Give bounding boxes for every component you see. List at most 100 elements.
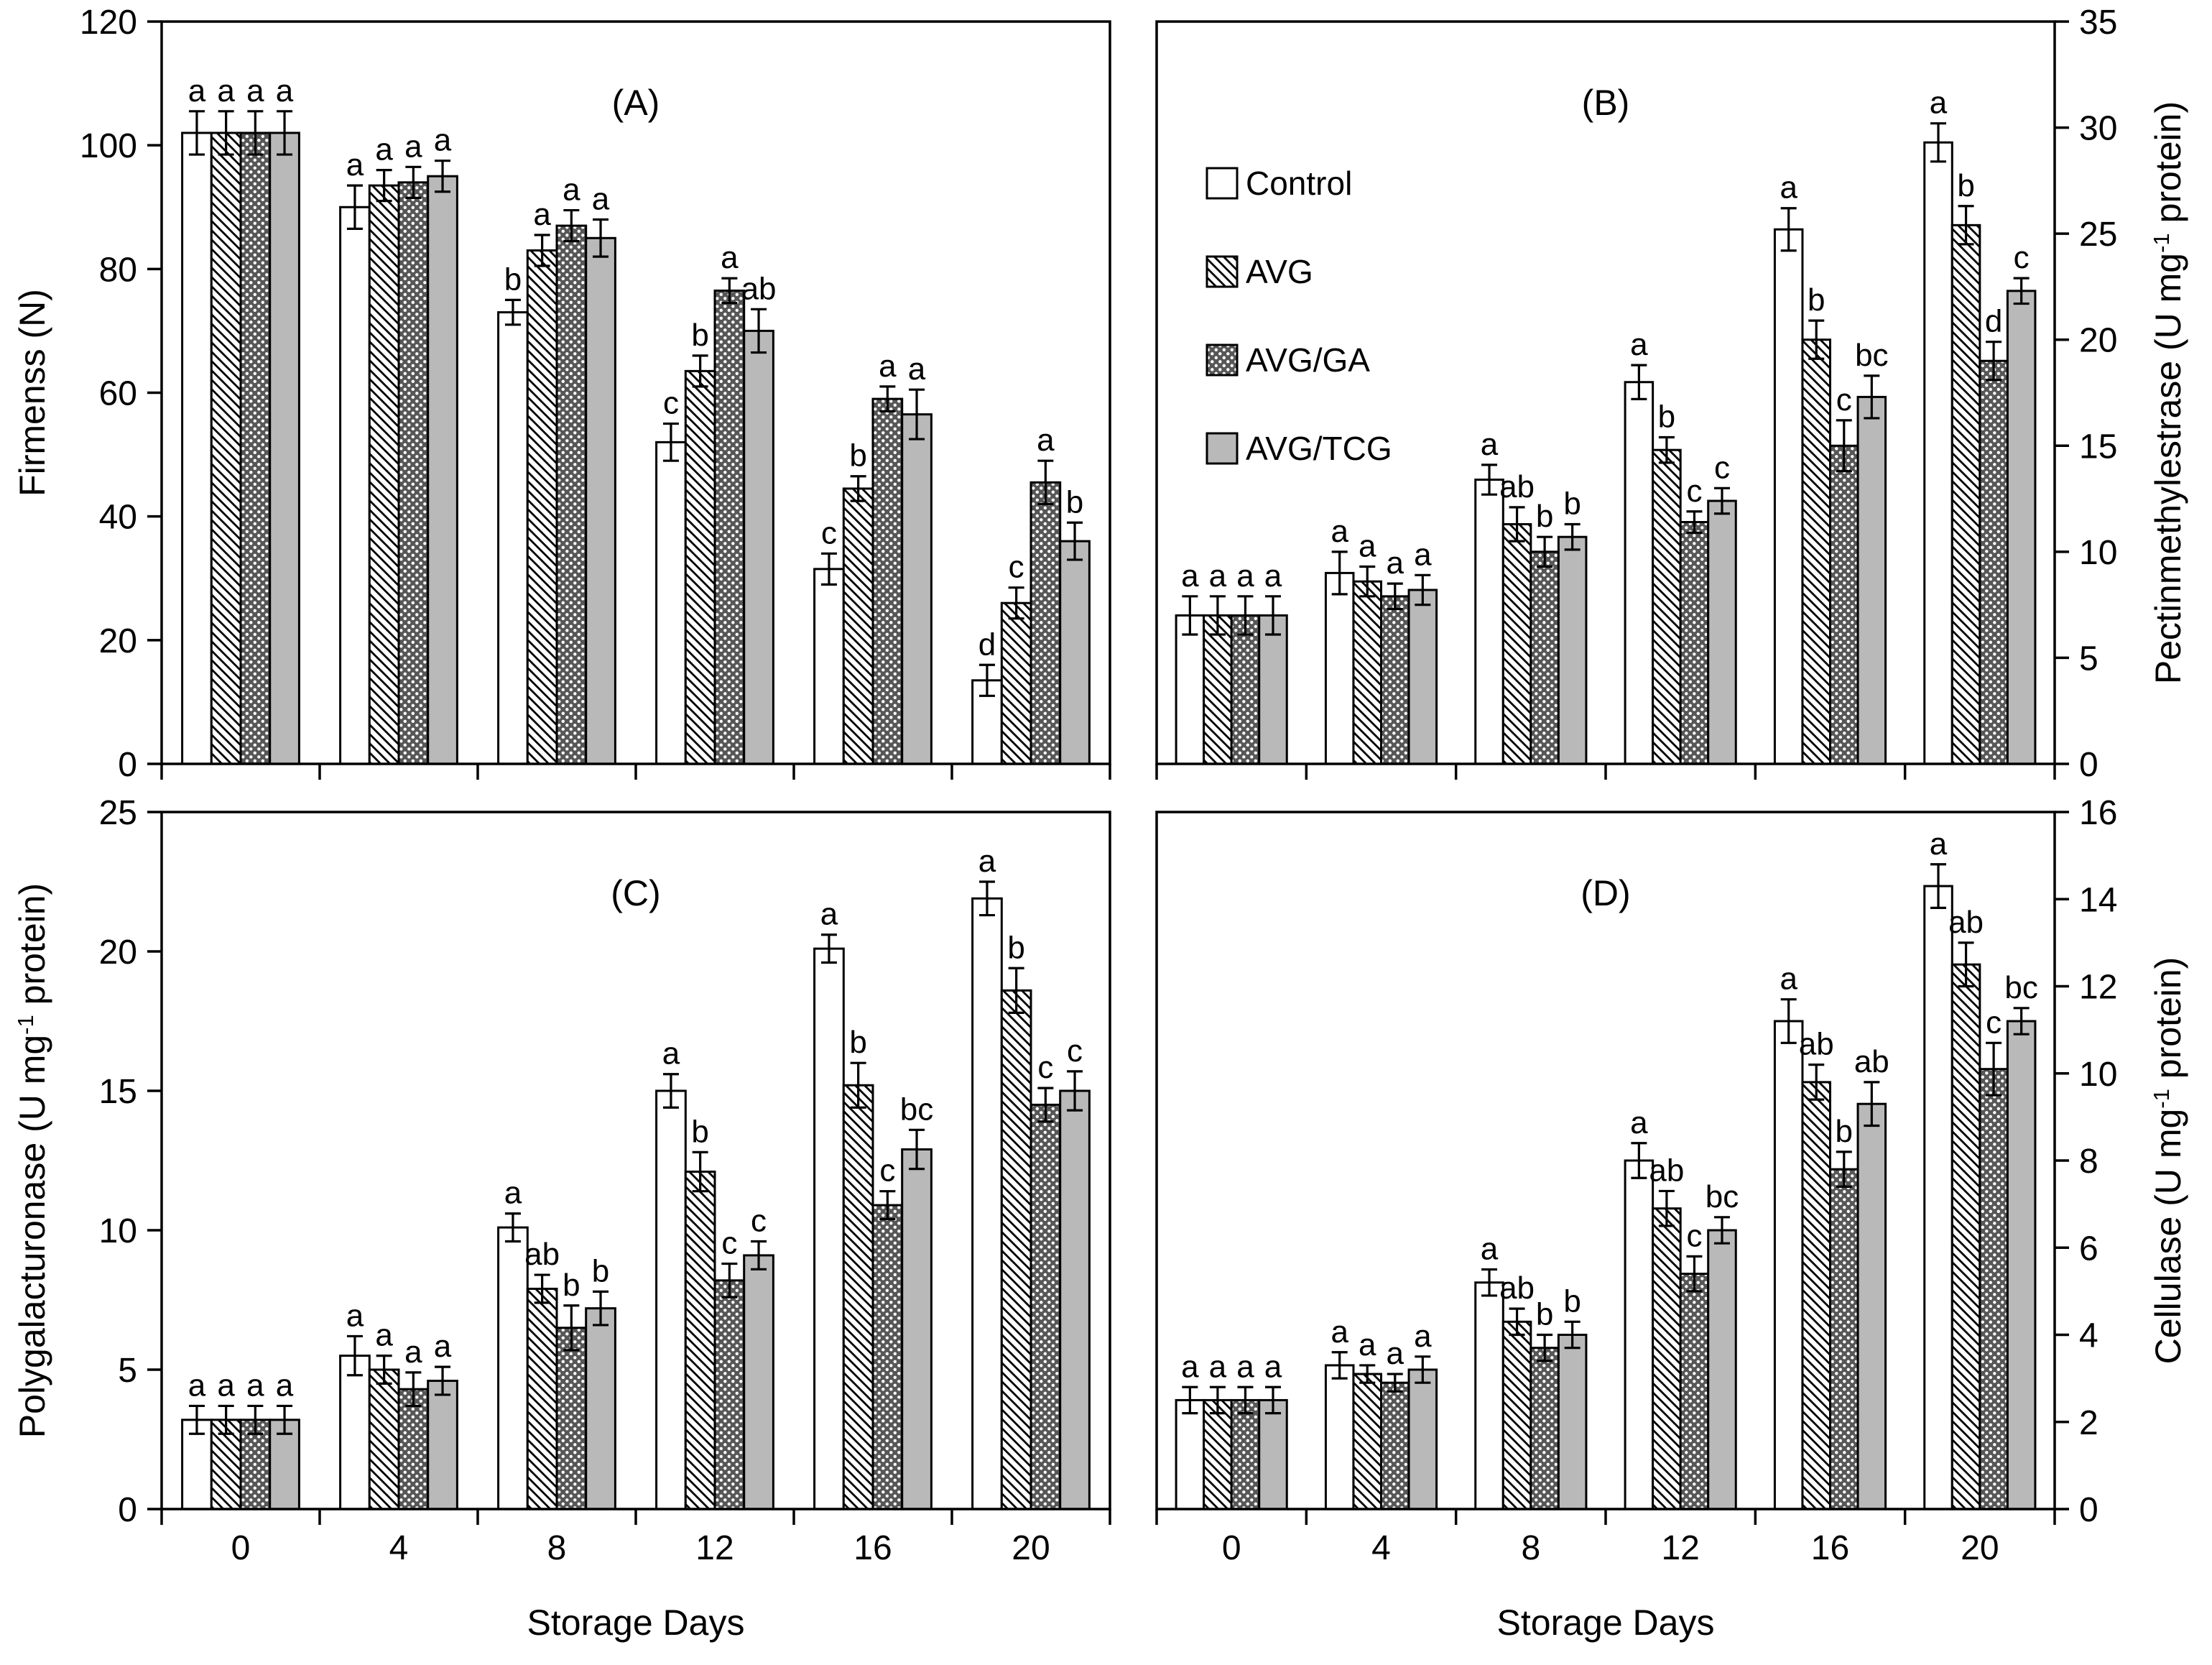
y-tick-label: 20 <box>2079 322 2117 360</box>
y-tick-label: 0 <box>118 1491 137 1529</box>
bar-avg-day16 <box>842 487 874 765</box>
y-tick-label: 15 <box>99 1073 137 1111</box>
sig-letter: a <box>346 147 364 183</box>
y-tick-label: 25 <box>2079 216 2117 254</box>
bar-avg-tcg-day4 <box>1407 1368 1438 1511</box>
sig-letter: a <box>217 1367 235 1403</box>
legend-swatch-white <box>1206 167 1239 200</box>
bar-control-day12 <box>1624 381 1655 765</box>
sig-letter: a <box>1331 1314 1348 1350</box>
sig-letter: a <box>375 132 393 167</box>
bar-avg-ga-day4 <box>1380 1381 1410 1511</box>
x-axis-title: Storage Days <box>1497 1602 1715 1643</box>
sig-letter: c <box>751 1204 767 1239</box>
panel-tag: (D) <box>1581 873 1630 913</box>
sig-letter: bc <box>1706 1179 1739 1214</box>
bar-control-day8 <box>1474 479 1504 765</box>
sig-letter: ab <box>1948 905 1984 940</box>
sig-letter: c <box>721 1226 737 1261</box>
sig-letter: b <box>592 1253 609 1288</box>
y-tick-label: 8 <box>2079 1143 2098 1181</box>
y-axis-title: Cellulase (U mg-1 protein) <box>2148 957 2188 1365</box>
sig-letter: b <box>1563 486 1581 521</box>
bar-avg-day16 <box>842 1084 874 1511</box>
bar-avg-ga-day16 <box>1829 444 1859 765</box>
bar-avg-day12 <box>684 369 716 765</box>
bar-avg-day8 <box>526 1287 558 1511</box>
legend-label: AVG/TCG <box>1246 430 1392 467</box>
sig-letter: b <box>1536 1297 1553 1332</box>
sig-letter: d <box>978 627 996 662</box>
bar-avg-tcg-day8 <box>585 236 616 765</box>
panel-tag: (A) <box>612 83 660 123</box>
sig-letter: a <box>246 73 264 109</box>
sig-letter: c <box>1009 550 1024 585</box>
sig-letter: a <box>1209 558 1227 594</box>
bar-avg-day12 <box>684 1171 716 1511</box>
bar-control-day16 <box>813 947 845 1511</box>
bar-avg-tcg-day0 <box>1258 614 1288 765</box>
bar-avg-day20 <box>1950 963 1981 1511</box>
bar-avg-ga-day8 <box>555 1327 588 1511</box>
bar-avg-ga-day16 <box>1829 1168 1859 1511</box>
y-tick-label: 12 <box>2079 969 2117 1007</box>
sig-letter: a <box>188 73 206 109</box>
sig-letter: a <box>1630 1105 1648 1140</box>
bar-avg-ga-day4 <box>397 181 430 765</box>
bar-avg-ga-day12 <box>1679 1273 1710 1511</box>
sig-letter: a <box>1414 537 1432 572</box>
y-tick-label: 10 <box>2079 534 2117 572</box>
bar-avg-day4 <box>368 184 400 765</box>
sig-letter: a <box>1930 86 1948 121</box>
y-axis-title: Polygalacturonase (U mg-1 protein) <box>12 883 52 1438</box>
sig-letter: c <box>1714 450 1730 485</box>
sig-letter: b <box>1658 399 1675 434</box>
bar-avg-tcg-day16 <box>901 413 933 765</box>
sig-letter: c <box>821 515 837 550</box>
bar-avg-ga-day20 <box>1979 359 2009 765</box>
legend-swatch-dark-dot-mesh <box>1206 343 1239 377</box>
plot-border <box>160 811 1111 1511</box>
bar-avg-day4 <box>368 1368 400 1511</box>
sig-letter: a <box>978 844 996 879</box>
sig-letter: a <box>1930 826 1948 862</box>
sig-letter: bc <box>1855 338 1888 373</box>
bar-avg-day8 <box>1501 522 1532 765</box>
sig-letter: b <box>563 1268 580 1303</box>
bar-control-day4 <box>339 206 371 765</box>
sig-letter: a <box>1387 1336 1405 1371</box>
sig-letter: ab <box>524 1237 560 1272</box>
y-tick-label: 60 <box>99 375 137 413</box>
bar-avg-day0 <box>210 132 242 765</box>
y-tick-label: 80 <box>99 251 137 289</box>
sig-letter: a <box>217 73 235 109</box>
sig-letter: b <box>1957 168 1974 203</box>
bar-avg-day12 <box>1652 1207 1682 1511</box>
bar-avg-tcg-day12 <box>743 1254 774 1511</box>
sig-letter: c <box>1986 1005 2002 1040</box>
x-tick-label: 12 <box>1661 1529 1699 1567</box>
sig-letter: b <box>691 318 708 353</box>
bar-avg-ga-day20 <box>1979 1068 2009 1511</box>
x-tick-label: 12 <box>695 1529 734 1567</box>
y-tick-label: 2 <box>2079 1404 2098 1442</box>
sig-letter: b <box>1836 1114 1853 1149</box>
sig-letter: a <box>276 1367 294 1403</box>
bar-avg-ga-day16 <box>871 397 904 765</box>
y-tick-label: 15 <box>2079 428 2117 466</box>
bar-control-day0 <box>181 132 213 765</box>
bar-avg-day8 <box>1501 1320 1532 1511</box>
y-tick-label: 0 <box>118 746 137 784</box>
x-tick-label: 16 <box>853 1529 892 1567</box>
sig-letter: a <box>504 1176 522 1211</box>
bar-avg-tcg-day20 <box>2006 1020 2037 1511</box>
bar-avg-tcg-day0 <box>269 132 300 765</box>
bar-avg-ga-day0 <box>1230 1398 1261 1511</box>
sig-letter: a <box>375 1318 393 1353</box>
bar-avg-ga-day12 <box>713 289 746 765</box>
sig-letter: c <box>1037 1050 1053 1085</box>
bar-avg-day12 <box>1652 448 1682 765</box>
sig-letter: a <box>1264 1349 1282 1384</box>
